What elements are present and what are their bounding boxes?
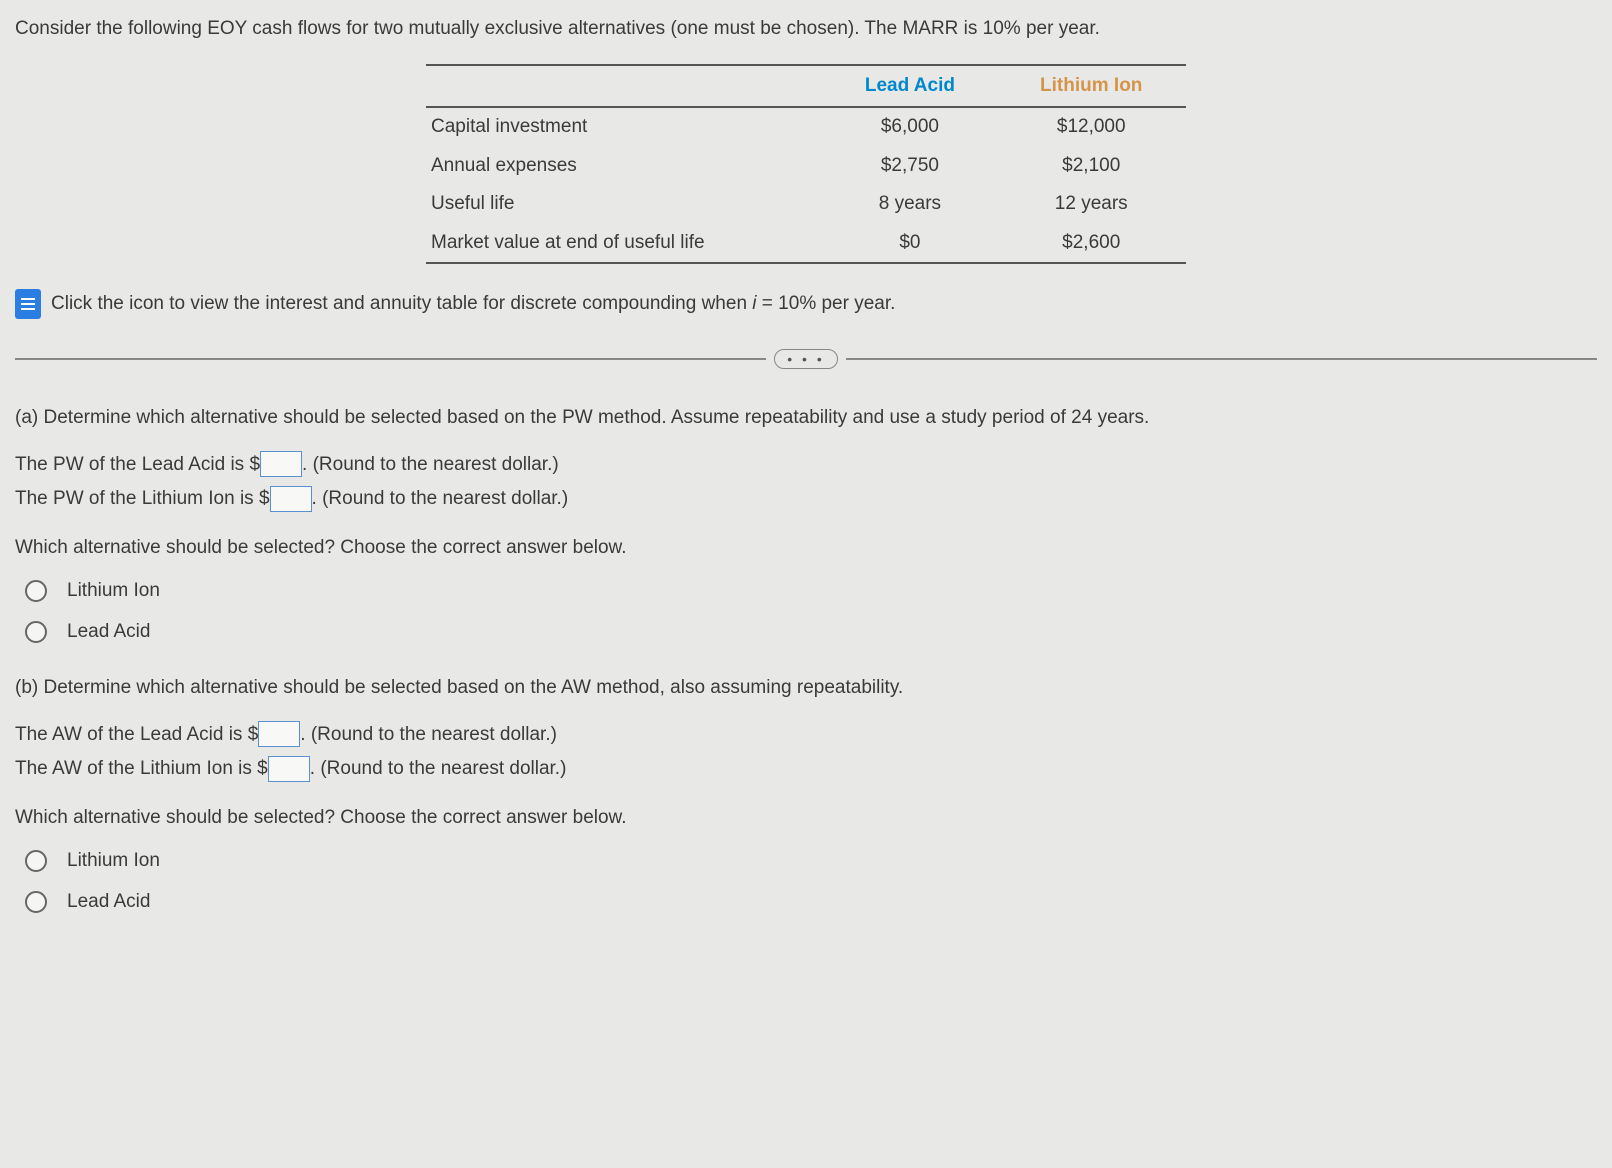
row-lithium: $12,000 — [996, 107, 1186, 147]
aw-lead-line: The AW of the Lead Acid is $. (Round to … — [15, 721, 1597, 750]
part-b: (b) Determine which alternative should b… — [15, 674, 1597, 916]
row-lead: $6,000 — [823, 107, 996, 147]
row-lead: $2,750 — [823, 147, 996, 186]
cashflow-table: Lead Acid Lithium Ion Capital investment… — [426, 64, 1186, 265]
annuity-table-link-row: Click the icon to view the interest and … — [15, 289, 1597, 319]
part-a-prompt: (a) Determine which alternative should b… — [15, 404, 1597, 433]
aw-lead-input[interactable] — [258, 721, 300, 747]
pw-lead-input[interactable] — [260, 451, 302, 477]
row-lithium: 12 years — [996, 185, 1186, 224]
option-label: Lead Acid — [67, 888, 150, 917]
radio-circle-icon[interactable] — [25, 891, 47, 913]
pw-lead-line: The PW of the Lead Acid is $. (Round to … — [15, 451, 1597, 480]
option-lead-a[interactable]: Lead Acid — [25, 618, 1597, 647]
pw-lithium-line: The PW of the Lithium Ion is $. (Round t… — [15, 485, 1597, 514]
aw-lithium-line: The AW of the Lithium Ion is $. (Round t… — [15, 755, 1597, 784]
radio-circle-icon[interactable] — [25, 621, 47, 643]
row-lead: $0 — [823, 224, 996, 264]
row-label: Market value at end of useful life — [426, 224, 823, 264]
table-row: Useful life 8 years 12 years — [426, 185, 1186, 224]
row-lithium: $2,600 — [996, 224, 1186, 264]
header-lithium: Lithium Ion — [996, 65, 1186, 108]
radio-circle-icon[interactable] — [25, 580, 47, 602]
problem-intro: Consider the following EOY cash flows fo… — [15, 15, 1597, 44]
radio-circle-icon[interactable] — [25, 850, 47, 872]
option-label: Lithium Ion — [67, 847, 160, 876]
aw-lithium-input[interactable] — [268, 756, 310, 782]
expand-button[interactable]: • • • — [774, 349, 837, 369]
option-lithium-b[interactable]: Lithium Ion — [25, 847, 1597, 876]
table-row: Capital investment $6,000 $12,000 — [426, 107, 1186, 147]
row-lithium: $2,100 — [996, 147, 1186, 186]
option-lithium-a[interactable]: Lithium Ion — [25, 577, 1597, 606]
row-label: Capital investment — [426, 107, 823, 147]
table-row: Annual expenses $2,750 $2,100 — [426, 147, 1186, 186]
section-divider: • • • — [15, 349, 1597, 369]
document-icon[interactable] — [15, 289, 41, 319]
pw-lithium-input[interactable] — [270, 486, 312, 512]
option-label: Lithium Ion — [67, 577, 160, 606]
option-label: Lead Acid — [67, 618, 150, 647]
part-b-prompt: (b) Determine which alternative should b… — [15, 674, 1597, 703]
row-lead: 8 years — [823, 185, 996, 224]
header-lead-acid: Lead Acid — [823, 65, 996, 108]
row-label: Annual expenses — [426, 147, 823, 186]
row-label: Useful life — [426, 185, 823, 224]
part-a-choose: Which alternative should be selected? Ch… — [15, 534, 1597, 563]
part-a: (a) Determine which alternative should b… — [15, 404, 1597, 646]
table-row: Market value at end of useful life $0 $2… — [426, 224, 1186, 264]
option-lead-b[interactable]: Lead Acid — [25, 888, 1597, 917]
annuity-link-text: Click the icon to view the interest and … — [51, 290, 895, 319]
part-b-choose: Which alternative should be selected? Ch… — [15, 804, 1597, 833]
